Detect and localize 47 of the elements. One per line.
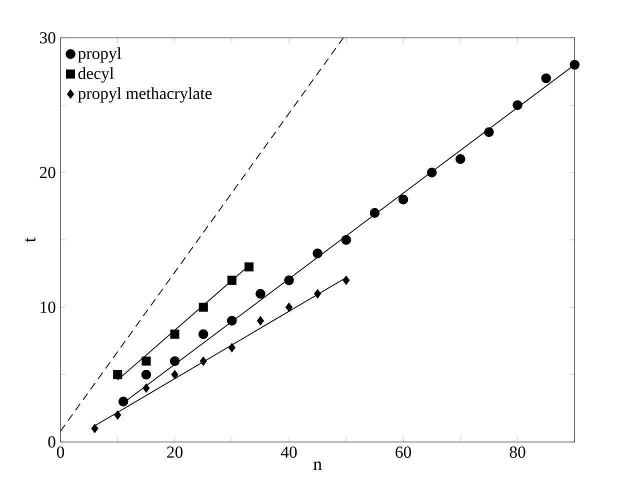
point <box>228 343 236 352</box>
point <box>171 370 178 380</box>
point <box>142 356 151 366</box>
point <box>312 248 322 258</box>
x-tick-label: 0 <box>56 446 64 458</box>
legend-label: propyl methacrylate <box>78 87 212 103</box>
point <box>227 276 236 285</box>
point <box>314 289 322 299</box>
x-tick-label: 20 <box>167 446 183 458</box>
point <box>341 235 352 245</box>
x-tick-label: 60 <box>396 446 412 458</box>
point <box>256 288 266 299</box>
point <box>200 356 207 366</box>
point <box>342 276 350 286</box>
point <box>198 302 208 312</box>
point <box>113 370 122 380</box>
point <box>142 384 150 393</box>
y-axis-title: t <box>25 238 36 242</box>
point <box>570 60 580 70</box>
point <box>398 194 408 204</box>
point <box>256 316 264 326</box>
point <box>226 316 237 326</box>
point <box>484 127 494 138</box>
y-tick-label: 0 <box>48 436 56 448</box>
point <box>244 262 254 272</box>
legend-label: decyl <box>78 67 114 83</box>
point <box>456 154 466 164</box>
x-tick-label: 80 <box>510 446 526 458</box>
point <box>91 424 98 434</box>
point <box>541 73 551 84</box>
y-tick-label: 30 <box>40 32 56 44</box>
point <box>170 356 180 366</box>
point <box>170 330 180 339</box>
point <box>284 276 294 286</box>
point <box>118 396 128 407</box>
point <box>370 208 380 218</box>
legend-label: propyl <box>78 47 122 63</box>
y-tick-label: 20 <box>40 166 56 178</box>
y-tick-label: 10 <box>40 302 56 313</box>
point <box>141 370 152 380</box>
point <box>198 329 208 340</box>
point <box>426 168 437 178</box>
point <box>285 302 293 312</box>
x-tick-label: 40 <box>280 446 297 458</box>
x-axis-title: n <box>313 462 322 470</box>
point <box>114 410 122 420</box>
point <box>512 100 522 110</box>
